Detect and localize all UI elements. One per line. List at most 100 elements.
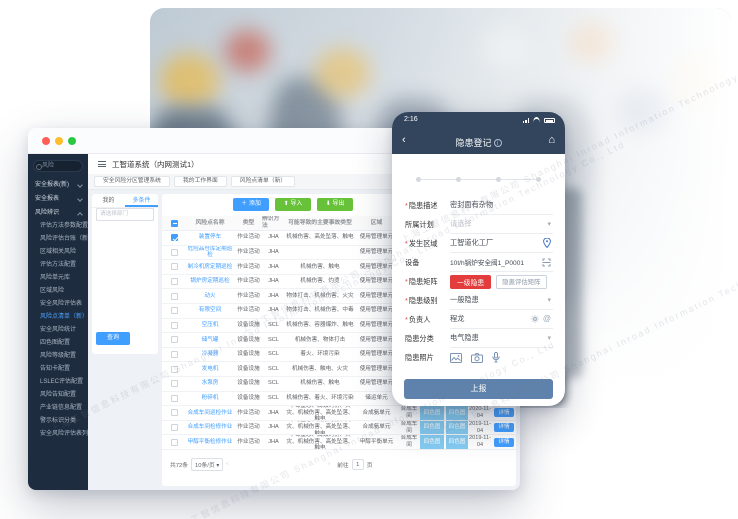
- table-row[interactable]: 甲醇平衡检修作业 作业活动 JHA 中毒窒息、腐蚀灼伤、火灾、机械伤害、高处坠落…: [162, 435, 516, 450]
- row-checkbox[interactable]: [171, 263, 178, 271]
- risk-point-link[interactable]: 危险品仓库定期巡检: [187, 245, 233, 259]
- row-checkbox[interactable]: [171, 380, 178, 388]
- sidebar-item[interactable]: 风险告知配置: [28, 389, 88, 402]
- row-checkbox[interactable]: [171, 351, 178, 359]
- row-checkbox[interactable]: [171, 307, 178, 315]
- table-row[interactable]: 粉碎机 设备设施 SCL 机械伤害、着火、环境污染 储运单元: [162, 392, 516, 407]
- risk-point-link[interactable]: 合成车间巡检作业: [187, 409, 233, 416]
- filter-field[interactable]: 请选择部门 ▾: [96, 208, 154, 221]
- location-pin-icon[interactable]: [543, 238, 551, 248]
- qr-scan-icon[interactable]: [542, 258, 551, 267]
- table-row[interactable]: 冷凝器 设备设施 SCL 着火、环境污染 使用管理单元: [162, 348, 516, 363]
- risk-point-link[interactable]: 粉碎机: [201, 394, 219, 401]
- sidebar-item[interactable]: 安全风险评估表列: [28, 428, 88, 441]
- page-number-button[interactable]: [315, 459, 325, 469]
- at-contact-icon[interactable]: @: [542, 314, 551, 323]
- per-page-select[interactable]: 10条/页 ▾: [191, 457, 224, 471]
- prev-page-button[interactable]: ‹: [226, 461, 229, 467]
- risk-point-link[interactable]: 装置停车: [198, 234, 222, 241]
- page-number-button[interactable]: [255, 459, 265, 469]
- page-number-button[interactable]: [267, 459, 277, 469]
- export-button[interactable]: ⬇ 导出: [317, 198, 353, 211]
- table-row[interactable]: 有限空间 作业活动 JHA 物体打击、机械伤害、中毒 使用管理单元: [162, 304, 516, 319]
- minimize-window-button[interactable]: [55, 137, 63, 145]
- row-checkbox[interactable]: [171, 424, 178, 432]
- sidebar-item[interactable]: 警示标识分类: [28, 415, 88, 428]
- evaluate-matrix-button[interactable]: 隐患评估矩阵: [496, 274, 547, 289]
- table-row[interactable]: 水泵房 设备设施 SCL 机械伤害、触电 使用管理单元: [162, 377, 516, 392]
- sidebar-item[interactable]: 安全风险统计: [28, 324, 88, 337]
- sidebar-item[interactable]: 风险单元库: [28, 272, 88, 285]
- device-input[interactable]: 10t/h锅炉安全阀1_P0001: [450, 253, 553, 272]
- sidebar-item[interactable]: 评估方法配置: [28, 259, 88, 272]
- table-row[interactable]: 合成车间巡检作业 作业活动 JHA 中毒窒息、腐蚀灼伤、火灾、机械伤害、高处坠落…: [162, 406, 516, 421]
- goto-page-input[interactable]: 1: [351, 458, 364, 470]
- submit-report-button[interactable]: 上报: [404, 379, 553, 399]
- risk-point-link[interactable]: 有限空间: [198, 307, 222, 314]
- row-checkbox[interactable]: [171, 438, 178, 446]
- close-window-button[interactable]: [42, 137, 50, 145]
- menu-burger-icon[interactable]: [98, 161, 106, 167]
- row-checkbox[interactable]: [171, 292, 178, 300]
- table-row[interactable]: 动火 作业活动 JHA 物体打击、机械伤害、火灾 使用管理单元: [162, 289, 516, 304]
- color-map-cell[interactable]: 四色图: [420, 435, 444, 449]
- row-checkbox[interactable]: [171, 336, 178, 344]
- table-row[interactable]: 制冷机房定期巡检 作业活动 JHA 机械伤害、触电 使用管理单元: [162, 260, 516, 275]
- detail-button[interactable]: 详情: [494, 423, 514, 433]
- back-icon[interactable]: ‹: [402, 134, 406, 146]
- color-map-cell[interactable]: 四色图: [420, 406, 444, 420]
- import-button[interactable]: ⬆ 导入: [275, 198, 311, 211]
- filter-tab-mine[interactable]: 我的: [102, 198, 115, 204]
- table-row[interactable]: 装置停车 作业活动 JHA 机械伤害、高处坠落、触电 使用管理单元: [162, 231, 516, 246]
- table-row[interactable]: 发电机 设备设施 SCL 机械伤害、触电、火灾 使用管理单元: [162, 362, 516, 377]
- row-checkbox[interactable]: [171, 248, 178, 256]
- workspace-tab[interactable]: 安全风险分区管理系统 ×: [94, 176, 170, 187]
- sidebar-item[interactable]: LSLEC评估配置: [28, 376, 88, 389]
- page-number-button[interactable]: [231, 459, 241, 469]
- risk-point-link[interactable]: 水泵房: [201, 380, 219, 387]
- workspace-tab[interactable]: 风险点清单（新） ×: [230, 176, 296, 187]
- camera-icon[interactable]: [471, 352, 483, 363]
- sidebar-group[interactable]: 风险辨识: [28, 206, 88, 220]
- color-map-cell[interactable]: 四色图: [446, 435, 468, 449]
- select-all-checkbox[interactable]: [171, 219, 178, 227]
- microphone-icon[interactable]: [492, 352, 500, 363]
- page-number-button[interactable]: [279, 459, 289, 469]
- row-checkbox[interactable]: [171, 365, 178, 373]
- workspace-tab[interactable]: 我的工作界面 ×: [173, 176, 227, 187]
- page-number-button[interactable]: [291, 459, 301, 469]
- row-checkbox[interactable]: [171, 234, 178, 242]
- row-checkbox[interactable]: [171, 278, 178, 286]
- page-number-button[interactable]: [303, 459, 313, 469]
- risk-point-link[interactable]: 动火: [204, 292, 216, 299]
- color-map-cell[interactable]: 四色图: [446, 406, 468, 420]
- row-checkbox[interactable]: [171, 409, 178, 417]
- risk-point-link[interactable]: 发电机: [201, 365, 219, 372]
- home-icon[interactable]: ⌂: [548, 134, 555, 146]
- sidebar-item[interactable]: 告知卡配置: [28, 363, 88, 376]
- desc-input[interactable]: 密封面有杂物: [450, 196, 553, 215]
- sidebar-item[interactable]: 评估方法参数配置: [28, 220, 88, 233]
- risk-point-link[interactable]: 制冷机房定期巡检: [187, 263, 233, 270]
- category-select[interactable]: 电气隐患 ▾: [450, 329, 553, 348]
- area-input[interactable]: 工智道化工厂: [450, 234, 553, 253]
- sidebar-group[interactable]: 安全报表: [28, 192, 88, 206]
- detail-button[interactable]: 详情: [494, 408, 514, 418]
- table-row[interactable]: 空压机 设备设施 SCL 机械伤害、容器爆炸、触电 使用管理单元: [162, 319, 516, 334]
- risk-point-link[interactable]: 锅炉房定期巡检: [190, 278, 230, 285]
- color-map-cell[interactable]: 四色图: [446, 420, 468, 435]
- sidebar-search-input[interactable]: 风险: [33, 160, 83, 172]
- plan-select[interactable]: 请选择 ▾: [450, 215, 553, 234]
- risk-point-link[interactable]: 冷凝器: [201, 351, 219, 358]
- filter-tab-multi[interactable]: 多条件: [125, 194, 158, 207]
- next-page-button[interactable]: ›: [328, 461, 331, 467]
- table-row[interactable]: 储气罐 设备设施 SCL 机械伤害、物体打击 使用管理单元: [162, 333, 516, 348]
- sidebar-item[interactable]: 区域相关风险: [28, 246, 88, 259]
- table-row[interactable]: 合成车间检修作业 作业活动 JHA 中毒窒息、腐蚀灼伤、火灾、机械伤害、高处坠落…: [162, 420, 516, 436]
- color-map-cell[interactable]: 四色图: [420, 420, 444, 435]
- risk-point-link[interactable]: 储气罐: [201, 336, 219, 343]
- sidebar-item[interactable]: 区域风险: [28, 285, 88, 298]
- search-button[interactable]: 查询: [96, 332, 130, 345]
- owner-input[interactable]: 程龙 @: [450, 310, 553, 329]
- page-number-button[interactable]: [243, 459, 253, 469]
